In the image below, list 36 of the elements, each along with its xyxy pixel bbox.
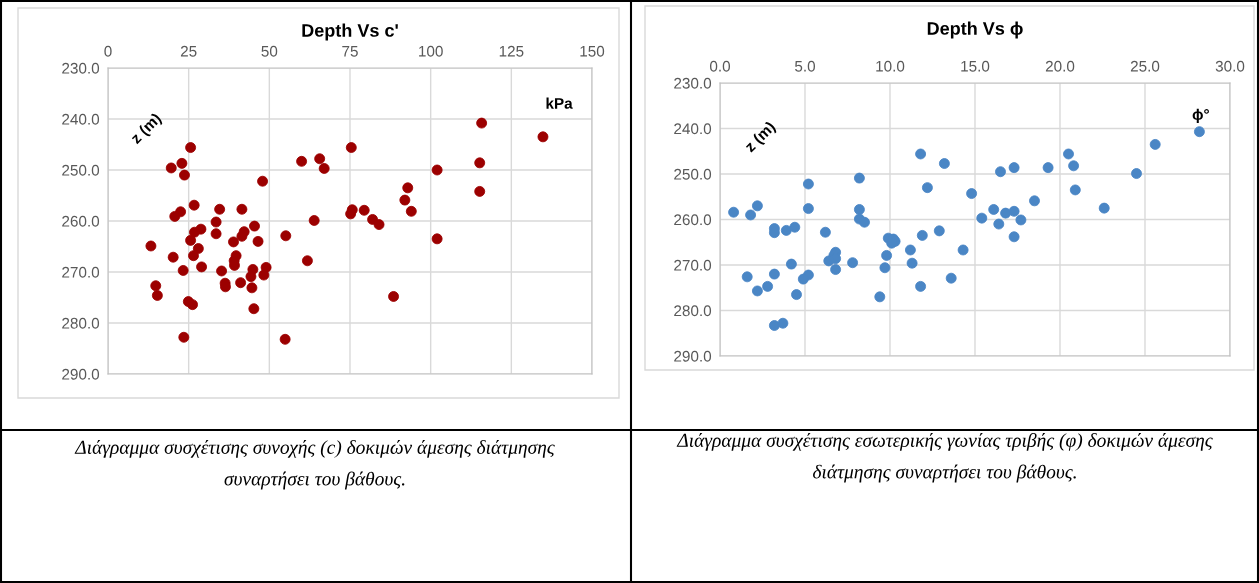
text: Διάγραμμα συσχέτισης εσωτερικής γωνίας τριβής (φ) δοκιμών άμεσης διάτμησης συναρτήσει του βάθους. <box>676 433 1213 483</box>
y-tick-label: 270.0 <box>674 259 712 271</box>
x-tick-label: 125 <box>499 45 524 57</box>
x-tick-label: 25.0 <box>1130 60 1160 72</box>
x-tick-label: 0 <box>104 45 112 57</box>
x-axis-title: kPa <box>546 97 573 109</box>
x-tick-label: 150 <box>580 45 605 57</box>
x-tick-label: 10.0 <box>876 60 905 72</box>
chart-title: Depth Vs c' <box>302 23 398 41</box>
y-tick-label: 260.0 <box>674 214 712 226</box>
y-tick-label: 290.0 <box>62 368 100 380</box>
y-tick-label: 280.0 <box>62 317 100 329</box>
y-axis-title: z (m) <box>129 112 164 147</box>
y-axis-title: z (m) <box>743 120 778 155</box>
text: Διάγραμμα συσχέτισης συνοχής (c) δοκιμών άμεσης διάτμησης συναρτήσει του βάθους. <box>74 440 555 490</box>
x-tick-label: 20.0 <box>1045 60 1075 72</box>
y-tick-label: 240.0 <box>674 123 712 135</box>
x-tick-label: 25 <box>180 45 197 57</box>
y-tick-label: 250.0 <box>62 164 100 176</box>
y-tick-label: 270.0 <box>62 266 100 278</box>
x-tick-label: 50 <box>261 45 278 57</box>
x-tick-label: 0.0 <box>709 60 731 72</box>
x-tick-label: 75 <box>342 45 358 57</box>
y-tick-label: 280.0 <box>674 305 712 317</box>
y-tick-label: 290.0 <box>674 350 712 362</box>
y-tick-label: 260.0 <box>62 215 100 227</box>
y-tick-label: 230.0 <box>62 62 100 74</box>
x-axis-title: ϕ° <box>1192 108 1209 123</box>
x-tick-label: 5.0 <box>794 60 816 72</box>
y-tick-label: 230.0 <box>674 77 712 89</box>
x-tick-label: 30.0 <box>1215 60 1245 72</box>
x-tick-label: 15.0 <box>961 60 990 72</box>
x-tick-label: 100 <box>419 45 443 57</box>
chart-title: Depth Vs ϕ <box>927 21 1023 39</box>
y-tick-label: 240.0 <box>62 113 100 125</box>
y-tick-label: 250.0 <box>674 168 712 180</box>
